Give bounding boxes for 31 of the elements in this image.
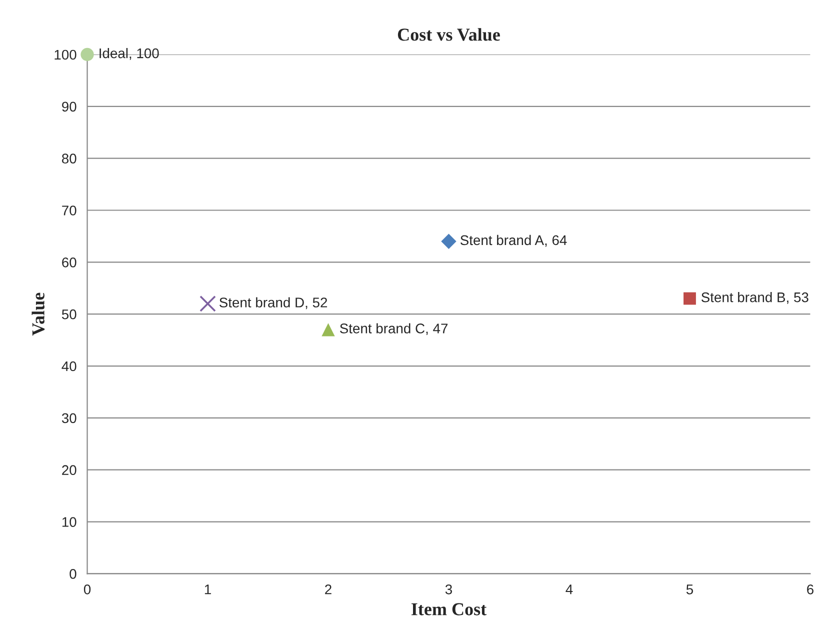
x-axis-title: Item Cost xyxy=(411,603,487,616)
x-tick-label: 3 xyxy=(445,584,452,594)
data-label: Stent brand A, 64 xyxy=(460,234,567,247)
y-tick-label: 90 xyxy=(62,102,76,112)
point xyxy=(684,292,696,305)
data-label: Stent brand C, 47 xyxy=(340,323,448,336)
x-tick-label: 6 xyxy=(807,584,814,594)
point xyxy=(322,323,335,336)
point xyxy=(80,48,94,62)
x-tick-label: 4 xyxy=(566,584,573,594)
y-tick-label: 70 xyxy=(62,206,76,216)
y-tick-label: 20 xyxy=(62,465,76,476)
y-tick-label: 10 xyxy=(62,517,76,527)
y-tick-label: 30 xyxy=(62,413,76,424)
point xyxy=(200,296,216,312)
point xyxy=(441,234,456,250)
y-axis-title: Value xyxy=(32,292,45,336)
x-tick-label: 5 xyxy=(686,584,694,594)
y-tick-label: 40 xyxy=(62,361,76,372)
y-tick-label: 0 xyxy=(70,569,76,579)
y-tick-label: 60 xyxy=(62,258,76,268)
data-label: Ideal, 100 xyxy=(100,48,159,60)
x-tick-label: 0 xyxy=(84,584,91,594)
x-tick-label: 1 xyxy=(204,584,211,594)
chart-title: Cost vs Value xyxy=(398,28,500,41)
data-label: Stent brand D, 52 xyxy=(219,297,328,310)
x-tick-label: 2 xyxy=(325,584,332,594)
y-tick-label: 50 xyxy=(62,309,76,320)
data-label: Stent brand B, 53 xyxy=(701,292,808,304)
y-tick-label: 80 xyxy=(62,154,76,164)
y-tick-label: 100 xyxy=(54,50,76,60)
